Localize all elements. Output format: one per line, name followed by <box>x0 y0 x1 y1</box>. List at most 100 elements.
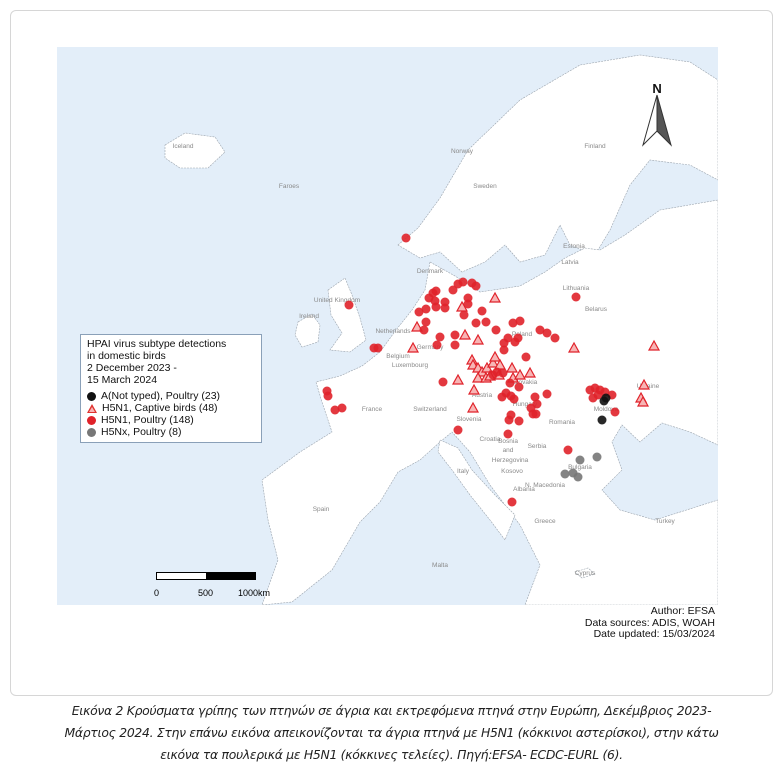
legend-label: H5N1, Captive birds (48) <box>102 402 218 414</box>
poultry-h5n1-marker <box>588 393 598 403</box>
poultry-h5n1-marker <box>323 391 333 401</box>
captive-birds-h5n1-marker <box>486 356 500 368</box>
land-italy <box>437 439 516 541</box>
poultry-h5nx-marker <box>560 469 570 479</box>
poultry-h5n1-marker <box>471 318 481 328</box>
country-label: N. Macedonia <box>525 482 565 489</box>
country-label: Italy <box>457 468 470 475</box>
captive-birds-h5n1-marker <box>488 291 502 303</box>
poultry-h5n1-marker <box>419 325 429 335</box>
captive-birds-h5n1-marker <box>471 371 485 383</box>
caption-line: Μάρτιος 2024. Στην επάνω εικόνα απεικονί… <box>64 725 719 740</box>
poultry-h5n1-marker <box>401 233 411 243</box>
poultry-h5n1-marker <box>550 333 560 343</box>
country-label: Denmark <box>417 268 444 275</box>
poultry-h5n1-marker <box>373 343 383 353</box>
legend-item: H5Nx, Poultry (8) <box>87 426 255 438</box>
poultry-not-typed-marker <box>597 415 607 425</box>
poultry-h5n1-marker <box>440 303 450 313</box>
poultry-h5n1-marker <box>510 337 520 347</box>
poultry-h5n1-marker <box>432 340 442 350</box>
poultry-h5n1-marker <box>448 285 458 295</box>
legend-title: in domestic birds <box>87 350 166 362</box>
poultry-h5n1-marker <box>499 338 509 348</box>
poultry-h5n1-marker <box>610 407 620 417</box>
land-iceland <box>164 132 226 169</box>
poultry-h5n1-marker <box>531 409 541 419</box>
land-scandinavia <box>397 54 718 273</box>
country-label: Spain <box>313 506 330 513</box>
poultry-h5nx-marker <box>575 455 585 465</box>
country-label: Finland <box>584 143 606 150</box>
poultry-h5n1-marker <box>515 316 525 326</box>
caption-line: εικόνα τα πουλερικά με H5N1 (κόκκινες τε… <box>160 747 623 762</box>
author: Author: EFSA <box>650 605 715 617</box>
captive-birds-h5n1-marker <box>471 333 485 345</box>
poultry-h5n1-marker <box>521 352 531 362</box>
country-label: Cyprus <box>575 570 596 577</box>
poultry-h5n1-marker <box>481 317 491 327</box>
country-label: Slovakia <box>513 379 538 386</box>
legend-date: 2 December 2023 - <box>87 362 177 374</box>
caption-line: Εικόνα 2 Κρούσματα γρίπης των πτηνών σε … <box>71 703 712 718</box>
scale-tick: 500 <box>198 588 214 598</box>
country-label: and <box>503 447 514 454</box>
country-label: Malta <box>432 562 448 569</box>
poultry-h5n1-marker <box>509 394 519 404</box>
land-cyprus <box>574 567 596 579</box>
legend-item: H5N1, Captive birds (48) <box>87 402 255 414</box>
captive-birds-h5n1-marker <box>505 361 519 373</box>
land-ireland <box>294 313 321 348</box>
captive-birds-h5n1-marker <box>466 401 480 413</box>
poultry-h5n1-marker <box>431 286 441 296</box>
poultry-h5n1-marker <box>463 299 473 309</box>
poultry-h5n1-marker <box>563 445 573 455</box>
poultry-h5n1-marker <box>503 429 513 439</box>
legend-label: H5Nx, Poultry (8) <box>101 426 182 438</box>
poultry-h5n1-marker <box>344 300 354 310</box>
map-credits: Author: EFSA Data sources: ADIS, WOAH Da… <box>585 605 715 641</box>
captive-birds-h5n1-marker <box>637 378 651 390</box>
country-label: Netherlands <box>375 328 411 335</box>
captive-birds-h5n1-marker <box>567 341 581 353</box>
captive-birds-h5n1-marker <box>406 341 420 353</box>
country-label: Latvia <box>561 259 579 266</box>
legend-item: H5N1, Poultry (148) <box>87 414 255 426</box>
poultry-h5n1-marker <box>498 368 508 378</box>
poultry-h5n1-marker <box>514 416 524 426</box>
captive-birds-h5n1-marker <box>467 383 481 395</box>
poultry-h5n1-marker <box>453 425 463 435</box>
poultry-h5nx-marker <box>592 452 602 462</box>
poultry-h5n1-marker <box>435 332 445 342</box>
legend-date: 15 March 2024 <box>87 374 158 386</box>
country-label: Lithuania <box>563 285 590 292</box>
poultry-h5n1-marker <box>505 378 515 388</box>
black-circle-icon <box>87 391 96 401</box>
country-label: Turkey <box>655 518 675 525</box>
captive-birds-h5n1-marker <box>410 320 424 332</box>
country-label: Switzerland <box>413 406 447 413</box>
red-triangle-icon <box>87 403 97 413</box>
country-label: Kosovo <box>501 468 523 475</box>
country-label: Poland <box>512 331 533 338</box>
country-label: Slovenia <box>457 416 482 423</box>
poultry-not-typed-marker <box>599 396 609 406</box>
country-label: Belgium <box>386 353 409 360</box>
poultry-h5n1-marker <box>421 317 431 327</box>
captive-birds-h5n1-marker <box>488 350 502 362</box>
captive-birds-h5n1-marker <box>458 328 472 340</box>
poultry-h5n1-marker <box>504 415 514 425</box>
scale-tick: 0 <box>154 588 160 598</box>
country-label: Bulgaria <box>568 464 592 471</box>
captive-birds-h5n1-marker <box>647 339 661 351</box>
poultry-h5n1-marker <box>497 392 507 402</box>
map-legend: HPAI virus subtype detections in domesti… <box>80 334 262 443</box>
country-label: Greece <box>534 518 556 525</box>
scale-bar: 0 500 1000km <box>154 572 296 600</box>
legend-label: H5N1, Poultry (148) <box>101 414 194 426</box>
poultry-h5n1-marker <box>499 345 509 355</box>
poultry-h5n1-marker <box>508 318 518 328</box>
scale-tick: 1000km <box>238 588 271 598</box>
poultry-h5n1-marker <box>458 277 468 287</box>
poultry-h5n1-marker <box>514 382 524 392</box>
